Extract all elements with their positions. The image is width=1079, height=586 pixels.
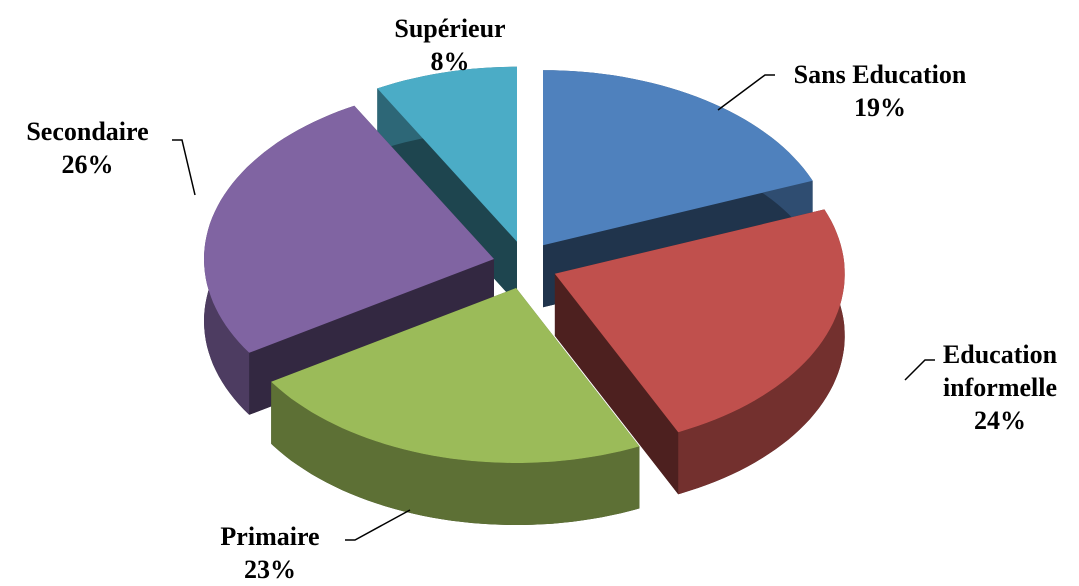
leader-line [717,74,775,111]
slice-outer-wall [271,381,640,525]
slice-label: Primaire 23% [185,520,355,586]
slice-cut-wall [377,66,517,304]
slice-top [377,66,517,242]
value-label: 19% [854,93,906,122]
slice-top [204,105,494,353]
slice-label: Secondaire 26% [0,115,175,181]
leader-line [904,359,935,381]
slice-top [543,70,813,246]
value-label: 24% [974,406,1026,435]
slice-label: Supérieur 8% [355,12,545,78]
category-label: Secondaire [26,117,149,146]
category-label: Supérieur [394,14,506,43]
value-label: 23% [244,555,296,584]
pie-slice [554,209,845,495]
category-label: Sans Education [793,60,967,89]
category-label: Primaire [220,522,320,551]
category-label: Education informelle [942,340,1058,402]
pie-slice [271,288,640,525]
value-label: 8% [430,47,470,76]
leader-lines [172,74,935,541]
leader-line [345,509,411,541]
slice-top [554,209,845,433]
slice-label: Education informelle 24% [920,338,1079,437]
slice-label: Sans Education 19% [765,58,995,124]
slice-outer-wall [678,209,845,495]
value-label: 26% [61,150,114,179]
leader-line [172,139,196,196]
slice-top [271,288,640,463]
